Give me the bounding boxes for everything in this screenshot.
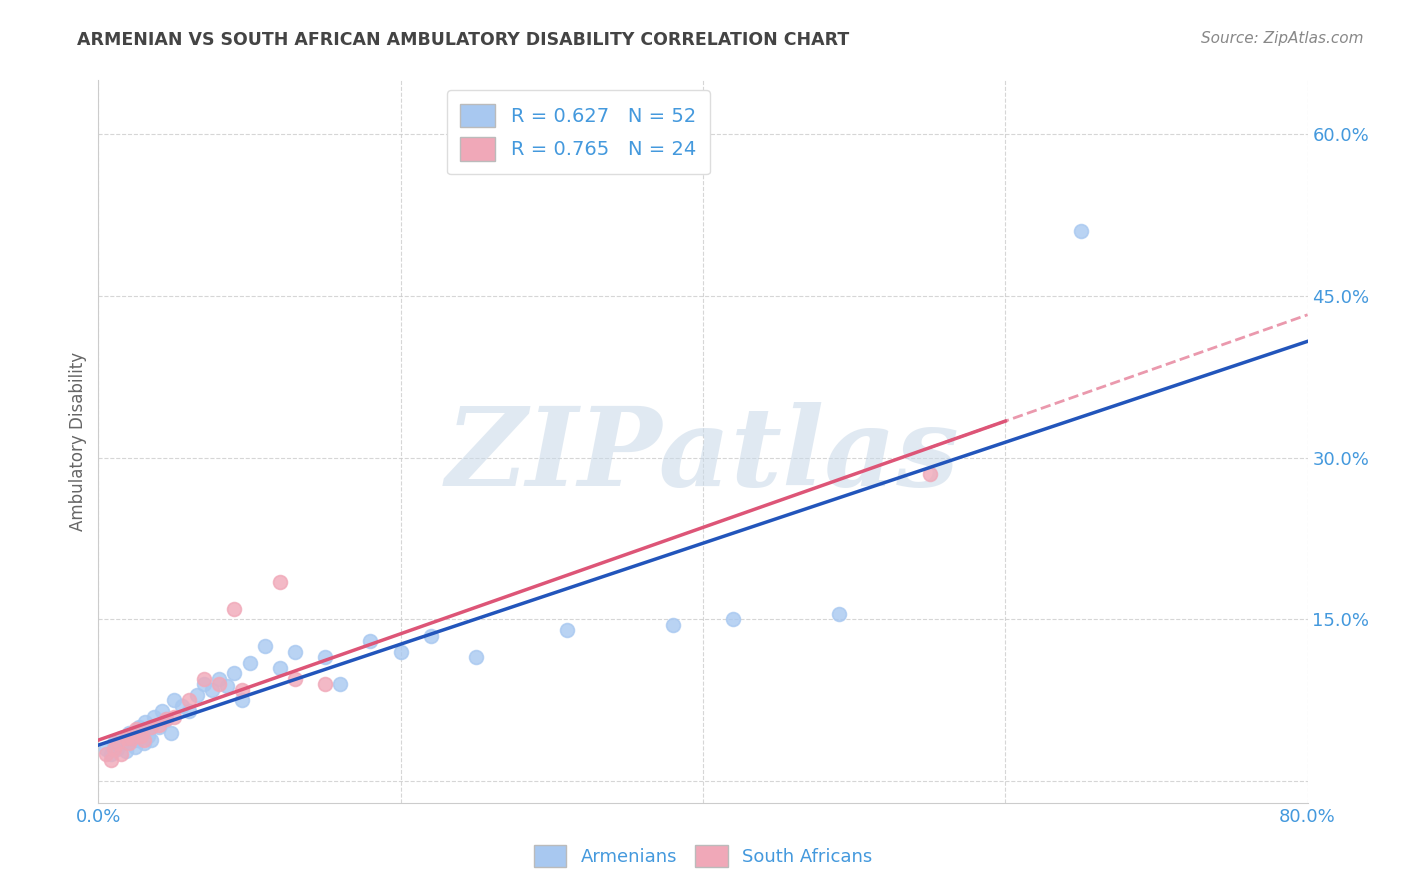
- Point: [128, 720, 150, 734]
- Point: [132, 737, 155, 751]
- Point: [555, 624, 578, 638]
- Point: [420, 629, 443, 643]
- Point: [135, 723, 157, 737]
- Point: [120, 733, 142, 747]
- Point: [114, 731, 136, 745]
- Point: [110, 731, 132, 745]
- Point: [148, 718, 170, 732]
- Point: [94, 742, 117, 756]
- Point: [105, 737, 128, 751]
- Text: ARMENIAN VS SOUTH AFRICAN AMBULATORY DISABILITY CORRELATION CHART: ARMENIAN VS SOUTH AFRICAN AMBULATORY DIS…: [77, 31, 849, 49]
- Point: [143, 709, 166, 723]
- Point: [118, 737, 141, 751]
- Point: [465, 650, 488, 665]
- Point: [269, 574, 291, 589]
- Point: [155, 712, 177, 726]
- Point: [360, 634, 382, 648]
- Point: [284, 672, 307, 686]
- Point: [170, 698, 193, 713]
- Point: [215, 679, 238, 693]
- Point: [121, 731, 143, 745]
- Point: [141, 720, 163, 734]
- Point: [121, 729, 143, 743]
- Point: [284, 645, 307, 659]
- Point: [329, 677, 352, 691]
- Point: [129, 729, 152, 743]
- Point: [179, 693, 201, 707]
- Text: Source: ZipAtlas.com: Source: ZipAtlas.com: [1201, 31, 1364, 46]
- Point: [124, 739, 146, 754]
- Point: [100, 753, 122, 767]
- Point: [110, 747, 132, 762]
- Point: [125, 723, 148, 737]
- Point: [118, 725, 141, 739]
- Point: [148, 720, 170, 734]
- Point: [150, 704, 173, 718]
- Point: [253, 640, 276, 654]
- Point: [136, 729, 159, 743]
- Point: [828, 607, 851, 621]
- Point: [132, 733, 155, 747]
- Point: [122, 733, 145, 747]
- Point: [231, 682, 253, 697]
- Point: [201, 682, 224, 697]
- Point: [129, 729, 152, 743]
- Point: [134, 714, 156, 729]
- Point: [314, 677, 336, 691]
- Legend: R = 0.627   N = 52, R = 0.765   N = 24: R = 0.627 N = 52, R = 0.765 N = 24: [447, 90, 710, 175]
- Point: [186, 688, 208, 702]
- Point: [125, 725, 148, 739]
- Point: [111, 737, 134, 751]
- Point: [103, 737, 125, 751]
- Point: [163, 693, 186, 707]
- Point: [239, 656, 262, 670]
- Point: [103, 742, 125, 756]
- Point: [208, 672, 231, 686]
- Y-axis label: Ambulatory Disability: Ambulatory Disability: [69, 352, 87, 531]
- Point: [155, 712, 177, 726]
- Legend: Armenians, South Africans: Armenians, South Africans: [526, 838, 880, 874]
- Point: [389, 645, 412, 659]
- Point: [723, 612, 745, 626]
- Point: [918, 467, 941, 481]
- Point: [224, 601, 246, 615]
- Text: ZIPatlas: ZIPatlas: [446, 402, 960, 509]
- Point: [160, 725, 183, 739]
- Point: [115, 731, 138, 745]
- Point: [94, 747, 117, 762]
- Point: [105, 742, 128, 756]
- Point: [1070, 224, 1092, 238]
- Point: [269, 661, 291, 675]
- Point: [314, 650, 336, 665]
- Point: [127, 733, 149, 747]
- Point: [100, 747, 122, 762]
- Point: [661, 618, 683, 632]
- Point: [163, 709, 186, 723]
- Point: [231, 693, 253, 707]
- Point: [193, 672, 215, 686]
- Point: [193, 677, 215, 691]
- Point: [141, 733, 163, 747]
- Point: [179, 704, 201, 718]
- Point: [224, 666, 246, 681]
- Point: [114, 744, 136, 758]
- Point: [208, 677, 231, 691]
